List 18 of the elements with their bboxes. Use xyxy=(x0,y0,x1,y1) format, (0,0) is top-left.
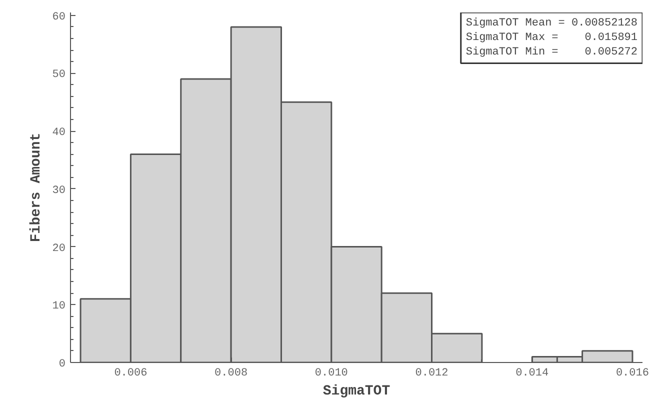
y-tick-label: 40 xyxy=(52,127,66,140)
annotation: SigmaTOT Max = 0.015891 xyxy=(466,32,638,44)
y-tick-label: 10 xyxy=(52,300,66,313)
y-tick-label: 50 xyxy=(52,69,66,82)
x-tick-label: 0.010 xyxy=(314,368,348,380)
x-tick-label: 0.006 xyxy=(114,368,148,380)
annotation: SigmaTOT Mean = 0.00852128 xyxy=(466,18,638,30)
x-tick-label: 0.014 xyxy=(516,368,550,380)
x-tick-label: 0.012 xyxy=(415,368,448,380)
y-tick-label: 60 xyxy=(52,11,66,24)
y-axis-title: Fibers Amount xyxy=(28,132,44,242)
y-tick-label: 20 xyxy=(52,242,66,255)
x-tick-label: 0.016 xyxy=(616,368,649,380)
x-axis-title: SigmaTOT xyxy=(322,384,390,400)
y-tick-label: 0 xyxy=(58,358,66,370)
annotation: SigmaTOT Min = 0.005272 xyxy=(466,46,638,58)
x-tick-label: 0.008 xyxy=(214,368,248,380)
y-tick-label: 30 xyxy=(52,184,66,197)
